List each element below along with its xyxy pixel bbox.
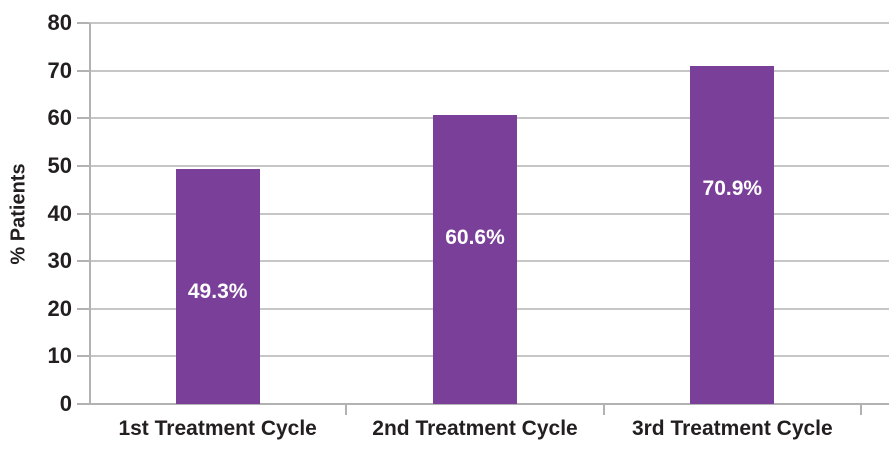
y-tick-label: 60: [47, 105, 72, 131]
y-tick-label: 40: [47, 200, 72, 226]
y-tick-mark: [77, 403, 89, 405]
x-category-label: 1st Treatment Cycle: [118, 417, 317, 440]
x-tick-mark: [345, 404, 348, 415]
x-category-label: 2nd Treatment Cycle: [372, 417, 578, 440]
y-tick-label: 50: [47, 152, 72, 178]
y-tick-label: 70: [47, 57, 72, 83]
x-axis-line: [89, 403, 889, 405]
y-tick-label: 20: [47, 295, 72, 321]
y-tick-mark: [77, 212, 89, 215]
y-tick-label: 10: [47, 343, 72, 369]
bar-value-label: 70.9%: [702, 177, 763, 201]
x-category-label: 3rd Treatment Cycle: [631, 417, 833, 440]
y-axis-line: [89, 23, 91, 404]
y-tick-label: 0: [59, 391, 72, 416]
gridline: [89, 22, 889, 24]
y-tick-mark: [77, 117, 89, 120]
bar: 49.3%: [175, 169, 260, 404]
y-tick-label: 30: [47, 248, 72, 274]
bar: 70.9%: [690, 66, 775, 404]
y-tick-mark: [77, 69, 89, 72]
y-tick-mark: [77, 260, 89, 263]
y-tick-mark: [77, 355, 89, 358]
x-tick-mark: [860, 404, 862, 415]
y-tick-mark: [77, 307, 89, 310]
x-tick-mark: [602, 404, 605, 415]
bar-value-label: 49.3%: [187, 280, 248, 304]
gridline: [89, 69, 889, 72]
y-tick-label: 80: [47, 10, 72, 35]
bar-value-label: 60.6%: [445, 226, 505, 250]
bar: 60.6%: [433, 115, 517, 404]
y-tick-mark: [77, 22, 89, 24]
y-tick-mark: [77, 164, 89, 167]
